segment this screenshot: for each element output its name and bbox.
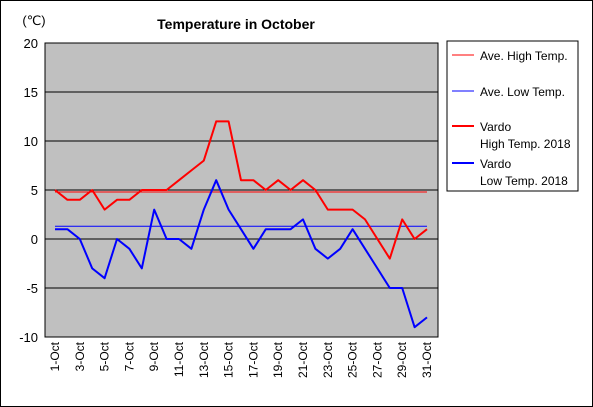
x-tick-label: 5-Oct [98,341,112,371]
x-tick-label: 9-Oct [147,341,161,371]
legend-label: Vardo High Temp. 2018 [480,120,571,151]
x-tick-label: 11-Oct [172,341,186,377]
y-tick-label: -10 [19,330,38,345]
x-tick-label: 13-Oct [197,341,211,378]
axis-labels: 20 15 10 5 0 -5 -10 1-Oct 3-Oct 5-Oct 7-Oct 9-Oct 11… [19,36,434,378]
x-tick-label: 1-Oct [48,341,62,371]
legend-box [446,40,579,192]
x-tick-label: 25-Oct [346,341,360,378]
x-tick-label: 31-Oct [420,341,434,378]
x-tick-label: 29-Oct [395,341,409,378]
x-tick-label: 27-Oct [370,341,384,378]
y-axis-unit-label: (℃) [22,13,45,28]
chart-title: Temperature in October [157,16,315,32]
x-tick-label: 21-Oct [296,341,310,378]
y-tick-label: -5 [26,281,38,296]
y-tick-label: 0 [31,232,38,247]
x-tick-label: 23-Oct [321,341,335,378]
plot-area [44,42,439,338]
x-tick-label: 7-Oct [122,341,136,371]
series-line-3 [54,120,428,260]
x-tick-label: 3-Oct [73,341,87,371]
legend-label: Ave. Low Temp. [480,85,565,99]
x-tick-label: 17-Oct [246,341,260,378]
x-tick-label: 15-Oct [222,341,236,378]
y-tick-label: 10 [24,134,38,149]
legend-label: Ave. High Temp. [480,49,568,63]
legend: Ave. High Temp. Ave. Low Temp. Vardo High T… [446,40,579,192]
y-tick-label: 5 [31,183,38,198]
x-tick-label: 19-Oct [271,341,285,378]
y-tick-label: 15 [24,85,38,100]
legend-label: Vardo Low Temp. 2018 [480,157,568,188]
y-tick-label: 20 [24,36,38,51]
series-line-4 [55,179,428,329]
